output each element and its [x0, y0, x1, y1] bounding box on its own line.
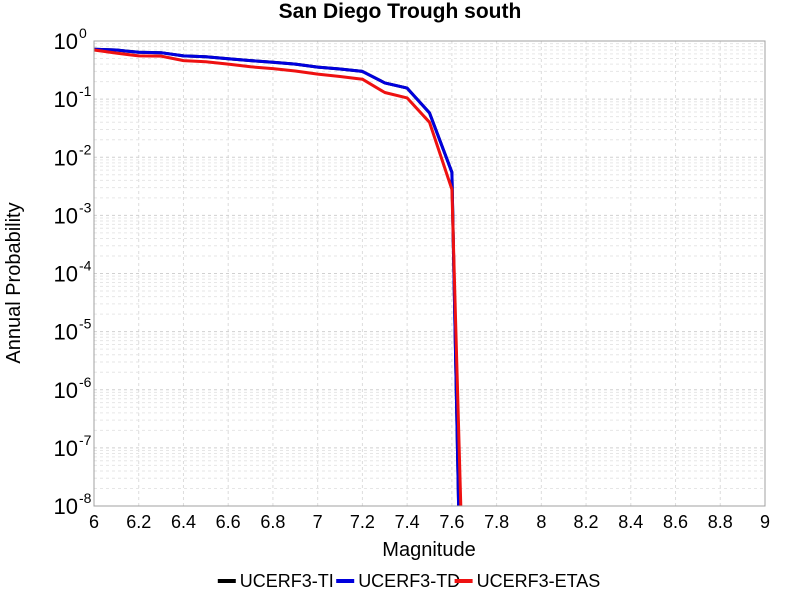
x-tick-label: 7 [313, 512, 323, 532]
legend-entry-ucerf3-td: UCERF3-TD [336, 571, 460, 591]
y-tick-base: 10 [54, 145, 78, 170]
x-tick-label: 7.8 [484, 512, 509, 532]
chart-title: San Diego Trough south [279, 0, 522, 23]
series-layer [93, 47, 463, 507]
y-tick-base: 10 [54, 87, 78, 112]
x-tick-label: 7.6 [439, 512, 464, 532]
legend-label: UCERF3-TD [358, 571, 460, 591]
x-tick-label: 8.4 [618, 512, 643, 532]
y-tick-base: 10 [54, 29, 78, 54]
x-tick-label: 7.4 [395, 512, 420, 532]
series-line-ucerf3-etas [93, 48, 463, 507]
y-tick-label: 10 -5 [54, 316, 92, 345]
x-tick-label: 7.2 [350, 512, 375, 532]
x-tick-label: 6.8 [260, 512, 285, 532]
y-tick-label: 10 -2 [54, 141, 92, 170]
y-axis-title: Annual Probability [3, 202, 25, 363]
x-tick-label: 8.8 [708, 512, 733, 532]
y-tick-base: 10 [54, 494, 78, 519]
x-tick-labels: 6 6.2 6.4 6.6 6.8 7 7.2 7.4 7.6 7.8 8 8.2 8.4 8.6 8.8 9 [89, 512, 770, 532]
x-tick-label: 6.6 [216, 512, 241, 532]
legend-entry-ucerf3-ti: UCERF3-TI [217, 571, 334, 591]
y-tick-exponent: -6 [79, 374, 92, 390]
y-tick-label: 10 -4 [54, 258, 92, 287]
y-tick-exponent: -2 [79, 141, 92, 157]
y-tick-exponent: -7 [79, 432, 92, 448]
y-tick-label: 10 0 [54, 25, 87, 54]
y-tick-label: 10 -7 [54, 432, 92, 461]
y-tick-exponent: -1 [79, 83, 92, 99]
series-line-ucerf3-td [93, 47, 461, 507]
y-tick-label: 10 -8 [54, 490, 92, 519]
series-line-ucerf3-ti [93, 47, 461, 507]
y-tick-exponent: -3 [79, 199, 92, 215]
y-tick-base: 10 [54, 436, 78, 461]
legend-label: UCERF3-TI [240, 571, 334, 591]
y-tick-exponent: -4 [79, 258, 92, 274]
legend: UCERF3-TI UCERF3-TD UCERF3-ETAS [217, 571, 601, 591]
y-tick-exponent: -8 [79, 490, 92, 506]
x-tick-label: 6 [89, 512, 99, 532]
y-tick-base: 10 [54, 320, 78, 345]
y-tick-base: 10 [54, 378, 78, 403]
legend-label: UCERF3-ETAS [477, 571, 601, 591]
y-tick-exponent: -5 [79, 316, 92, 332]
x-tick-label: 6.2 [126, 512, 151, 532]
plot-area-border [93, 40, 766, 507]
grid-lines [93, 41, 766, 507]
y-tick-label: 10 -1 [54, 83, 92, 112]
x-tick-label: 8 [536, 512, 546, 532]
x-axis-title: Magnitude [382, 539, 475, 561]
y-tick-label: 10 -3 [54, 199, 92, 228]
x-tick-label: 9 [760, 512, 770, 532]
x-tick-label: 8.6 [663, 512, 688, 532]
x-tick-label: 8.2 [574, 512, 599, 532]
y-tick-exponent: 0 [79, 25, 87, 41]
y-tick-label: 10 -6 [54, 374, 92, 403]
y-tick-base: 10 [54, 262, 78, 287]
legend-entry-ucerf3-etas: UCERF3-ETAS [454, 571, 601, 591]
x-tick-label: 6.4 [171, 512, 196, 532]
y-tick-base: 10 [54, 203, 78, 228]
